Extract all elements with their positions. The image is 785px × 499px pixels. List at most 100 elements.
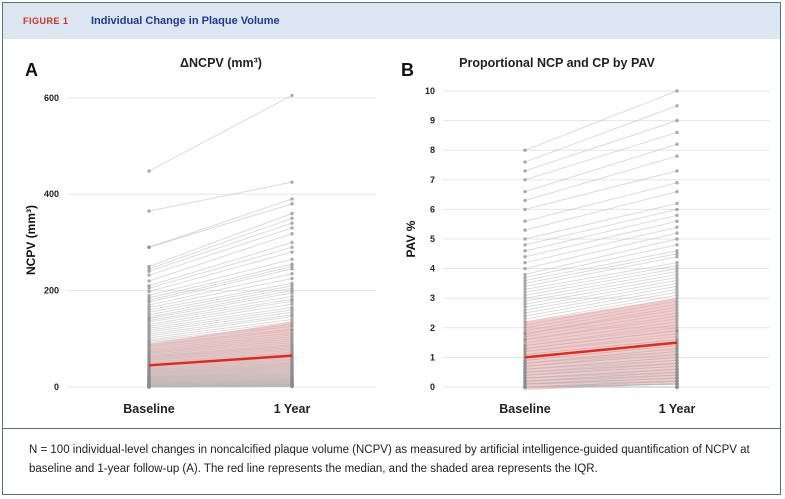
panel-b-followup-point xyxy=(675,189,679,194)
panel-b-baseline-point xyxy=(523,249,527,253)
panel-a-followup-point xyxy=(290,286,294,290)
panel-b-followup-point xyxy=(675,311,679,315)
panel-a-followup-point xyxy=(290,264,294,269)
panel-a-baseline-point xyxy=(147,284,151,288)
panel-a-subject-line xyxy=(148,298,293,323)
panel-a-subject-line xyxy=(148,94,293,172)
panel-a-followup-point xyxy=(290,328,294,333)
panel-b-baseline-point xyxy=(523,278,527,283)
panel-b-y-tick-label: 2 xyxy=(430,323,435,333)
panel-a-followup-point xyxy=(290,284,294,288)
panel-b-baseline-point xyxy=(523,332,527,336)
panel-a-followup-point xyxy=(290,267,294,271)
panel-b-y-tick-label: 7 xyxy=(430,175,435,185)
figure-header: FIGURE 1 Individual Change in Plaque Vol… xyxy=(3,3,780,39)
panel-b-subject-line xyxy=(524,268,678,296)
panel-b-subject-line xyxy=(524,294,678,323)
panel-a-subject-line xyxy=(148,306,293,329)
panel-a-baseline-point xyxy=(147,300,151,304)
panel-a-followup-point xyxy=(290,216,294,221)
panel-b-subject-line xyxy=(524,339,678,355)
panel-b-subject-line xyxy=(524,274,678,302)
panel-a-subject-line xyxy=(148,365,293,374)
panel-b-subject-line xyxy=(524,276,678,305)
panel-b-baseline-point xyxy=(523,189,527,194)
panel-a-followup-point xyxy=(290,257,294,261)
panel-b-baseline-point xyxy=(523,255,527,259)
panel-b-baseline-point xyxy=(523,243,527,247)
panel-b-followup-point xyxy=(675,376,679,380)
panel-b-baseline-point xyxy=(523,169,527,173)
panel-b-subject-line xyxy=(524,170,678,210)
panel-a-subject-line xyxy=(148,314,293,335)
panel-b-followup-point xyxy=(675,361,679,366)
panel-b-followup-point xyxy=(675,382,679,386)
panel-b-baseline-point xyxy=(523,260,527,265)
panel-b-baseline-point xyxy=(523,320,527,324)
panel-b-y-tick-label: 5 xyxy=(430,234,435,244)
panel-a-subject-line xyxy=(148,263,293,299)
caption-text: N = 100 individual-level changes in nonc… xyxy=(29,444,750,475)
panel-a-followup-point xyxy=(290,291,294,295)
panel-a-subject-line xyxy=(148,334,293,350)
panel-a-subject-line xyxy=(148,351,293,363)
panel-a-followup-point xyxy=(290,317,294,322)
panel-b-followup-point xyxy=(675,219,679,223)
panel-b-followup-point xyxy=(675,154,679,158)
panel-b-followup-point xyxy=(675,252,679,256)
panel-a-median-line xyxy=(148,354,293,367)
panel-b-followup-point xyxy=(675,385,679,389)
panel-a-subject-line xyxy=(148,373,293,379)
panel-a-followup-point xyxy=(290,180,294,184)
panel-a-subject-line xyxy=(148,292,293,320)
panel-b-followup-point xyxy=(675,373,679,377)
panel-a-subject-line xyxy=(148,311,293,333)
panel-a-subject-line xyxy=(148,217,293,270)
panel-b-subject-line xyxy=(524,262,678,290)
panel-a-subject-line xyxy=(148,374,293,380)
panel-b-baseline-point xyxy=(523,343,527,348)
panel-a-subject-line xyxy=(148,203,293,248)
panel-b-followup-point xyxy=(675,118,679,123)
panel-a-subject-line xyxy=(148,303,293,327)
panel-a-subject-line xyxy=(148,273,293,306)
panel-a-subject-line xyxy=(148,361,293,371)
panel-a-y-tick-label: 400 xyxy=(44,189,59,199)
panel-b-baseline-point xyxy=(523,376,527,380)
panel-b-subject-line xyxy=(524,191,678,231)
panel-a-y-tick-label: 600 xyxy=(44,93,59,103)
panel-a-subject-line xyxy=(148,321,293,341)
panel-a-subject-line xyxy=(148,376,293,382)
panel-b-baseline-point xyxy=(523,314,527,318)
panel-a-subject-line xyxy=(148,349,293,361)
panel-b-subject-line xyxy=(524,297,678,326)
panel-a-subject-line xyxy=(148,346,293,359)
panel-a-followup-point xyxy=(290,211,294,216)
panel-b-baseline-point xyxy=(523,302,527,306)
panel-a-followup-point xyxy=(290,232,294,236)
panel-a-followup-point xyxy=(290,93,294,98)
panel-a-followup-point xyxy=(290,281,294,286)
panel-a-subject-line xyxy=(148,338,293,353)
panel-b-baseline-point xyxy=(523,178,527,182)
panel-b-baseline-point xyxy=(523,361,527,366)
panel-a-baseline-point xyxy=(147,169,151,173)
panel-b-followup-point xyxy=(675,326,679,330)
panel-b-baseline-point xyxy=(523,340,527,345)
panel-b-baseline-point xyxy=(523,281,527,286)
panel-b-followup-point xyxy=(675,317,679,321)
panel-b-followup-point xyxy=(675,337,679,342)
panel-b-baseline-point xyxy=(523,382,527,386)
panel-b-baseline-point xyxy=(523,352,527,357)
panel-a-baseline-point xyxy=(147,385,151,389)
panel-a-subject-line xyxy=(148,369,293,376)
panel-b-followup-point xyxy=(675,231,679,235)
panel-b-baseline-point xyxy=(523,148,527,152)
panel-a-baseline-point xyxy=(147,293,151,298)
panel-a-subject-line xyxy=(148,290,293,318)
panel-b-followup-point xyxy=(675,332,679,336)
panel-a-baseline-point xyxy=(147,267,151,271)
panel-b-followup-point xyxy=(675,130,679,135)
panel-a-baseline-point xyxy=(147,209,151,213)
